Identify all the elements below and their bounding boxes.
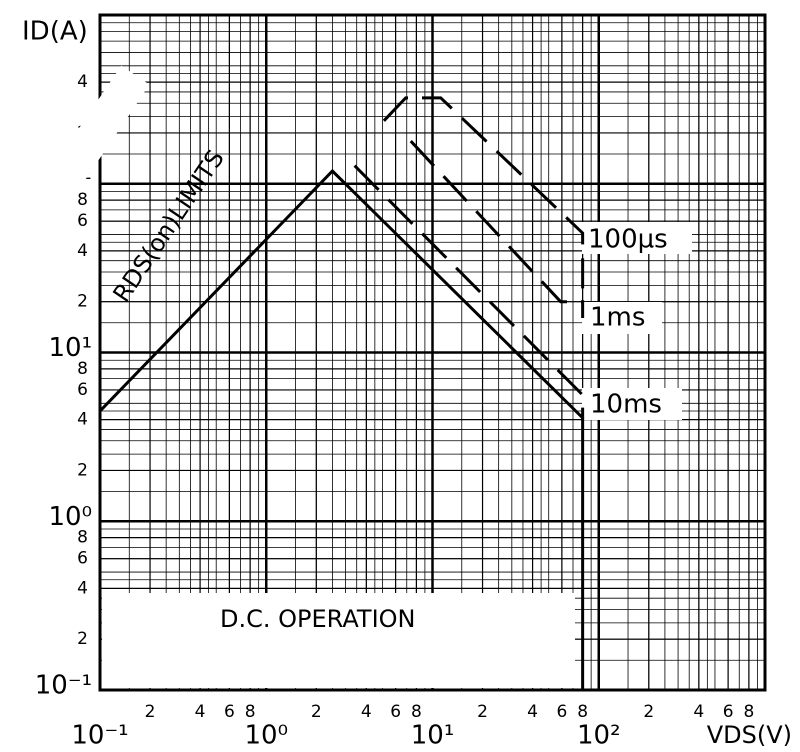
x-tick-label: 6 <box>556 702 567 722</box>
x-tick-label: 4 <box>361 702 372 722</box>
x-tick-label: 10¹ <box>411 721 455 751</box>
label-box <box>102 593 575 688</box>
x-tick-label: 2 <box>311 702 322 722</box>
y-tick-label: 2 <box>77 629 88 649</box>
x-tick-label: 6 <box>224 702 235 722</box>
x-tick-label: 10² <box>577 721 621 751</box>
x-tick-label: 4 <box>693 702 704 722</box>
x-tick-label: 8 <box>245 702 256 722</box>
x-tick-label: 4 <box>195 702 206 722</box>
x-tick-label: 8 <box>411 702 422 722</box>
x-tick-label: 2 <box>145 702 156 722</box>
y-tick-label: 2 <box>77 460 88 480</box>
y-tick-label: 10⁻¹ <box>35 671 92 701</box>
y-axis-title: ID(A) <box>22 17 88 47</box>
x-tick-label: 10⁰ <box>244 721 288 751</box>
y-tick-label: 4 <box>77 578 88 598</box>
series-label: 10ms <box>590 390 662 420</box>
label-box <box>582 222 692 254</box>
series-line <box>98 168 585 690</box>
y-tick-label: 10⁰ <box>48 502 92 532</box>
series-line <box>353 164 585 418</box>
x-tick-label: 4 <box>527 702 538 722</box>
label-box <box>582 388 682 420</box>
series-line <box>409 140 585 319</box>
y-tick-label: 6 <box>77 211 88 231</box>
y-tick-label: 4 <box>77 410 88 430</box>
x-tick-label: 8 <box>577 702 588 722</box>
series-label: 100µs <box>588 225 668 255</box>
y-tick-label: 8 <box>77 359 88 379</box>
y-tick-label: 6 <box>77 380 88 400</box>
label-box <box>0 65 150 268</box>
y-tick-label: 4 <box>77 241 88 261</box>
y-tick-label: 8 <box>77 190 88 210</box>
series-label: D.C. OPERATION <box>220 605 416 633</box>
y-tick-label: 10¹ <box>48 333 92 363</box>
x-tick-label: 2 <box>643 702 654 722</box>
y-tick-label: 2 <box>77 292 88 312</box>
series-line <box>382 96 585 289</box>
label-box <box>582 302 662 334</box>
x-tick-label: 10⁻¹ <box>71 721 128 751</box>
frame <box>98 13 767 692</box>
x-axis-title: VDS(V) <box>707 721 792 749</box>
x-tick-label: 8 <box>743 702 754 722</box>
x-tick-label: 6 <box>723 702 734 722</box>
x-tick-label: 6 <box>390 702 401 722</box>
y-tick-label: 4 <box>77 72 88 92</box>
y-tick-label: 8 <box>77 528 88 548</box>
y-tick-label: 6 <box>77 549 88 569</box>
series-label: 1ms <box>590 303 645 333</box>
x-tick-label: 2 <box>477 702 488 722</box>
